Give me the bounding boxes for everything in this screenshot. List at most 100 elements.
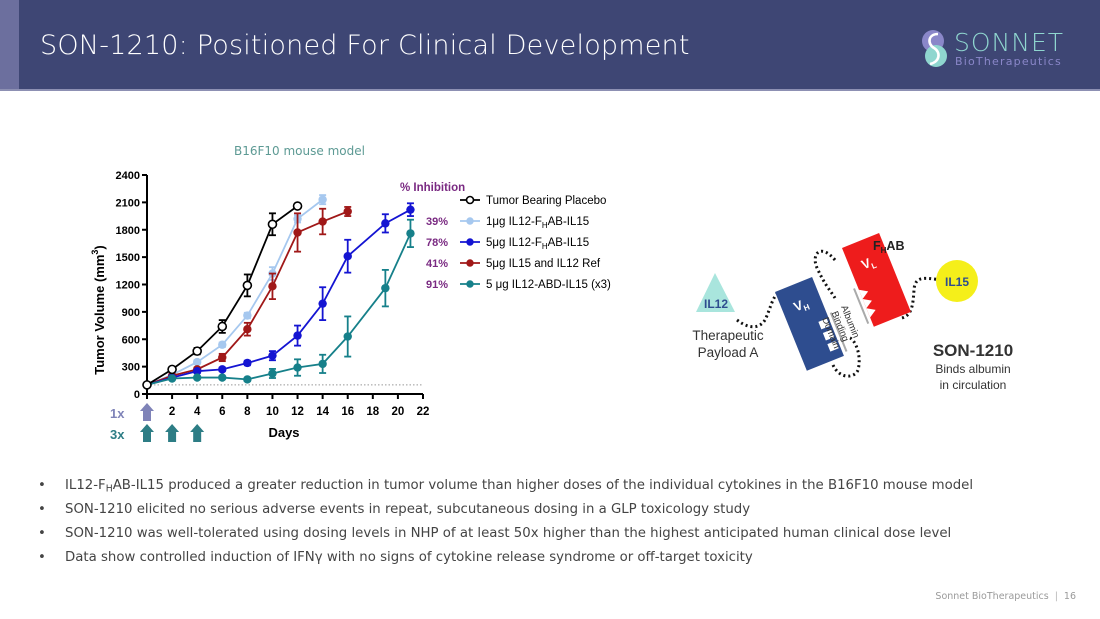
data-point: [293, 228, 302, 237]
y-tick-label: 900: [122, 307, 140, 319]
slide-header: [0, 0, 1100, 89]
logo-subtitle: BioTherapeutics: [955, 55, 1062, 68]
footer-company: Sonnet BioTherapeutics: [935, 591, 1049, 602]
legend-swatch-marker: [466, 238, 474, 246]
data-point: [381, 219, 390, 228]
bullet-icon: •: [38, 502, 46, 517]
linker-vh-vl: [831, 336, 861, 378]
legend-swatch-marker: [465, 195, 475, 205]
data-point: [218, 340, 227, 349]
x-tick-label: 2: [169, 406, 175, 418]
y-tick-label: 600: [122, 334, 140, 346]
series-line: [146, 198, 324, 386]
vl-domain-block: [842, 233, 911, 327]
header-underline: [0, 89, 1100, 91]
data-point: [218, 373, 227, 382]
data-point: [192, 366, 202, 376]
product-name: SON-1210: [933, 341, 1013, 360]
x-tick-label: 10: [266, 406, 279, 418]
logo-wordmark: SONNET: [954, 28, 1065, 57]
product-desc-line1: Binds albumin: [935, 362, 1010, 376]
legend-label: Tumor Bearing Placebo: [486, 195, 606, 207]
dosing-label-3x: 3x: [110, 427, 125, 442]
tumor-volume-chart: 0 300 600 900 1200 1500 1800 2100 2400 2 4 6 8 10 12 14…: [90, 170, 611, 442]
data-point: [142, 380, 152, 390]
bullet-item: • SON-1210 was well-tolerated using dosin…: [38, 522, 1078, 546]
linker-vl-loop: [813, 249, 837, 299]
data-point: [192, 357, 202, 367]
y-tick-label: 0: [134, 389, 140, 401]
data-point: [292, 201, 303, 211]
page-number: 16: [1063, 591, 1076, 602]
footer-separator: |: [1054, 591, 1058, 602]
legend-swatch-marker: [466, 280, 474, 288]
bullet-icon: •: [38, 526, 46, 541]
data-point: [268, 282, 277, 291]
data-point: [192, 346, 202, 356]
key-findings-list: • IL12-FHAB-IL15 produced a greater reduc…: [38, 474, 1078, 570]
legend-label: 5μg IL15 and IL12 Ref: [486, 258, 601, 270]
x-tick-label: 18: [366, 406, 379, 418]
bullet-item: • SON-1210 elicited no serious adverse ev…: [38, 498, 1078, 522]
data-point: [167, 364, 177, 375]
il15-label: IL15: [945, 275, 969, 289]
bullet-item: • Data show controlled induction of IFNγ …: [38, 546, 1078, 570]
linker-il12-vh: [736, 291, 780, 329]
data-point: [243, 325, 252, 334]
fhab-label: FHAB: [873, 239, 904, 255]
x-tick-label: 4: [194, 406, 201, 418]
y-tick-label: 1200: [116, 280, 140, 292]
bullet-icon: •: [38, 478, 46, 493]
x-axis-label: Days: [268, 425, 299, 440]
dosing-arrow-3x-icon: [190, 424, 205, 442]
data-point: [381, 283, 390, 293]
data-point: [293, 331, 302, 340]
dosing-label-1x: 1x: [110, 406, 125, 421]
data-point: [243, 375, 252, 384]
son-1210-molecule-diagram: IL12 Therapeutic Payload A VH VL Albumin…: [692, 233, 1013, 392]
data-point: [267, 219, 278, 230]
y-tick-label: 2400: [116, 170, 140, 182]
data-point: [318, 195, 327, 204]
data-point: [406, 205, 415, 214]
y-tick-label: 300: [122, 362, 140, 374]
product-desc-line2: in circulation: [940, 378, 1007, 392]
inhibition-value: 78%: [426, 237, 448, 249]
inhibition-value: 41%: [426, 258, 448, 270]
inhibition-value: 91%: [426, 279, 448, 291]
bullet-icon: •: [38, 550, 46, 565]
dosing-arrow-3x-icon: [165, 424, 180, 442]
data-point: [343, 207, 352, 216]
series-line: [146, 233, 412, 386]
data-point: [218, 365, 227, 374]
data-point: [243, 311, 252, 320]
vh-domain-block: [775, 277, 844, 371]
y-tick-label: 1500: [116, 252, 140, 264]
legend-label: 1μg IL12-FHAB-IL15: [486, 216, 589, 230]
x-tick-label: 6: [219, 406, 225, 418]
company-logo: SONNET BioTherapeutics: [918, 28, 1078, 70]
x-tick-label: 14: [316, 406, 329, 418]
data-point: [167, 374, 177, 383]
payload-label-line2: Payload A: [698, 345, 759, 360]
data-point: [243, 358, 252, 368]
data-point: [318, 359, 327, 369]
x-tick-label: 20: [392, 406, 405, 418]
data-point: [343, 252, 352, 261]
slide-footer: Sonnet BioTherapeutics | 16: [935, 591, 1076, 602]
sonnet-logo-icon: [922, 30, 947, 67]
legend-label: 5μg IL12-FHAB-IL15: [486, 237, 589, 251]
data-point: [268, 351, 277, 360]
slide-title: SON-1210: Positioned For Clinical Develo…: [40, 30, 690, 61]
data-point: [343, 332, 352, 341]
dosing-arrow-3x-icon: [140, 424, 154, 442]
payload-label-line1: Therapeutic: [692, 328, 764, 343]
header-accent-bar: [0, 0, 19, 89]
data-point: [318, 299, 327, 308]
x-tick-label: 22: [417, 406, 430, 418]
x-tick-label: 16: [341, 406, 354, 418]
data-point: [217, 321, 228, 332]
x-tick-label: 8: [244, 406, 251, 418]
dosing-arrow-1x-icon: [140, 403, 154, 421]
legend-swatch-marker: [466, 217, 474, 225]
